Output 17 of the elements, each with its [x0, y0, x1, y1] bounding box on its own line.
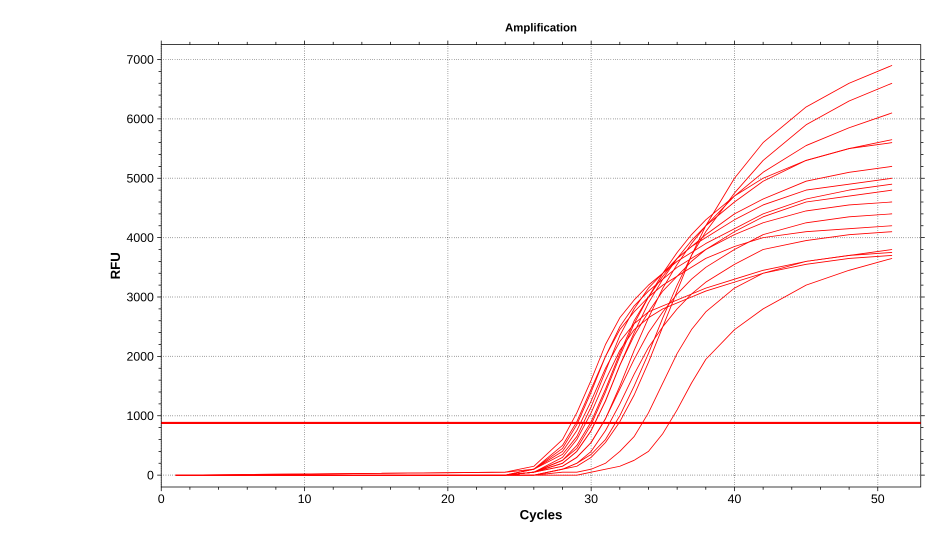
x-tick-label: 50	[871, 494, 884, 504]
x-axis-title: Cycles	[520, 510, 562, 522]
chart-title: Amplification	[505, 23, 576, 34]
y-tick-label: 0	[147, 471, 154, 480]
x-tick-label: 20	[442, 494, 454, 504]
y-tick-label: 2000	[127, 352, 154, 361]
y-tick-label: 6000	[127, 114, 154, 124]
y-tick-label: 4000	[126, 233, 154, 242]
y-tick-label: 1000	[127, 412, 154, 420]
x-tick-label: 0	[158, 494, 164, 504]
x-tick-label: 30	[584, 494, 598, 504]
y-axis-title: RFU	[110, 253, 120, 279]
y-tick-label: 5000	[126, 174, 154, 183]
y-tick-label: 3000	[126, 292, 154, 302]
y-tick-label: 7000	[127, 55, 154, 64]
x-tick-label: 10	[298, 494, 311, 504]
x-tick-label: 40	[728, 494, 741, 504]
